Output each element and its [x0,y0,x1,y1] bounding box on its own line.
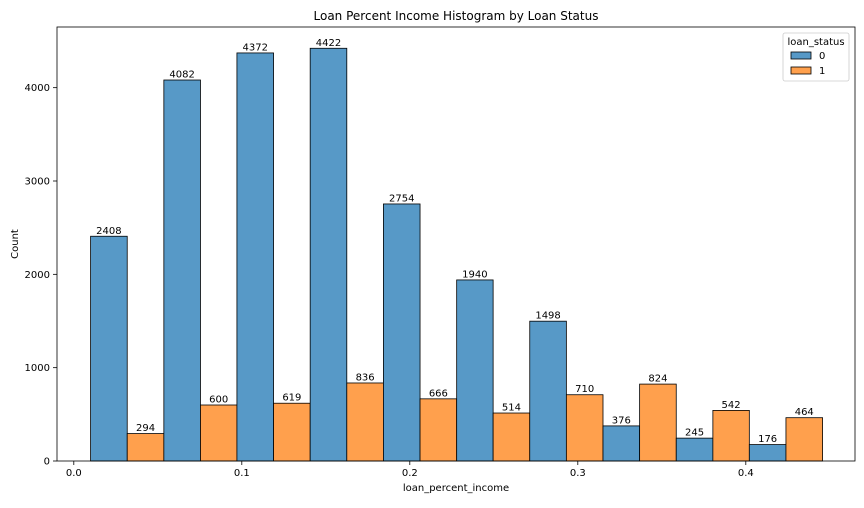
bar-series-0-10 [456,279,494,462]
legend-title: loan_status [787,37,844,48]
bar-series-1-13 [565,394,604,462]
bar-series-0-12 [529,320,567,462]
bar-value-label: 824 [648,374,667,385]
legend-items: 01 [790,51,825,77]
bar-value-label: 2754 [389,193,414,204]
bar-value-label: 2408 [96,226,121,237]
bar-series-1-19 [785,417,823,462]
bar-series-1-17 [712,410,750,462]
legend-label-1: 1 [819,66,825,77]
bar-series-0-8 [383,203,421,462]
legend: loan_status 01 [782,32,850,82]
y-axis-title: Count [10,229,21,259]
bar-series-0-18 [748,444,787,462]
legend-label-0: 0 [819,51,825,62]
x-tick-label: 0.3 [570,468,586,479]
bar-value-label: 710 [575,384,594,395]
bar-series-1-7 [346,382,384,462]
y-tick-label: 2000 [25,270,50,281]
y-tick-label: 3000 [25,177,50,188]
bar-value-label: 542 [722,400,741,411]
bar-series-0-6 [309,47,348,462]
bar-value-label: 514 [502,403,521,414]
bar-series-1-3 [200,404,238,462]
bar-series-0-0 [90,235,128,462]
bar-series-0-14 [602,425,641,462]
bar-value-label: 4372 [243,42,268,53]
legend-swatch-0 [790,51,812,60]
bar-value-label: 1940 [462,269,487,280]
bar-value-label: 600 [209,395,228,406]
bars-layer [90,47,823,462]
bar-series-0-16 [675,437,714,462]
chart-title: Loan Percent Income Histogram by Loan St… [314,9,599,23]
bar-series-1-5 [273,402,311,462]
bar-value-label: 666 [429,388,448,399]
x-tick-label: 0.4 [738,468,754,479]
y-tick-label: 4000 [25,83,50,94]
x-tick-label: 0.1 [234,468,250,479]
bar-value-label: 376 [612,415,631,426]
x-axis-title: loan_percent_income [403,483,509,494]
bar-series-0-4 [236,52,274,462]
bar-value-label: 1498 [535,311,560,322]
axes-layer: 0.0 0.1 0.2 0.3 0.4 0 1000 2000 3000 4000 [25,26,856,479]
bar-value-label: 4422 [316,38,341,49]
y-tick-label: 0 [44,457,50,468]
x-tick-label: 0.2 [402,468,418,479]
bar-value-label: 4082 [169,70,194,81]
legend-swatch-1 [790,66,812,75]
bar-value-label: 176 [758,434,777,445]
bar-series-1-15 [639,383,677,462]
x-tick-label: 0.0 [66,468,82,479]
bar-series-1-11 [492,412,531,462]
bar-value-label: 245 [685,428,704,439]
bar-series-1-1 [126,433,165,462]
bar-series-1-9 [419,398,458,462]
y-tick-label: 1000 [25,363,50,374]
bar-labels-layer: 2408 294 4082 600 4372 619 4422 836 2754 666 1940 5… [96,38,814,445]
bar-value-label: 294 [136,423,155,434]
bar-value-label: 464 [795,407,814,418]
bar-value-label: 836 [356,372,375,383]
plot-frame [56,26,856,462]
bar-value-label: 619 [282,393,301,404]
bar-series-0-2 [163,79,201,462]
